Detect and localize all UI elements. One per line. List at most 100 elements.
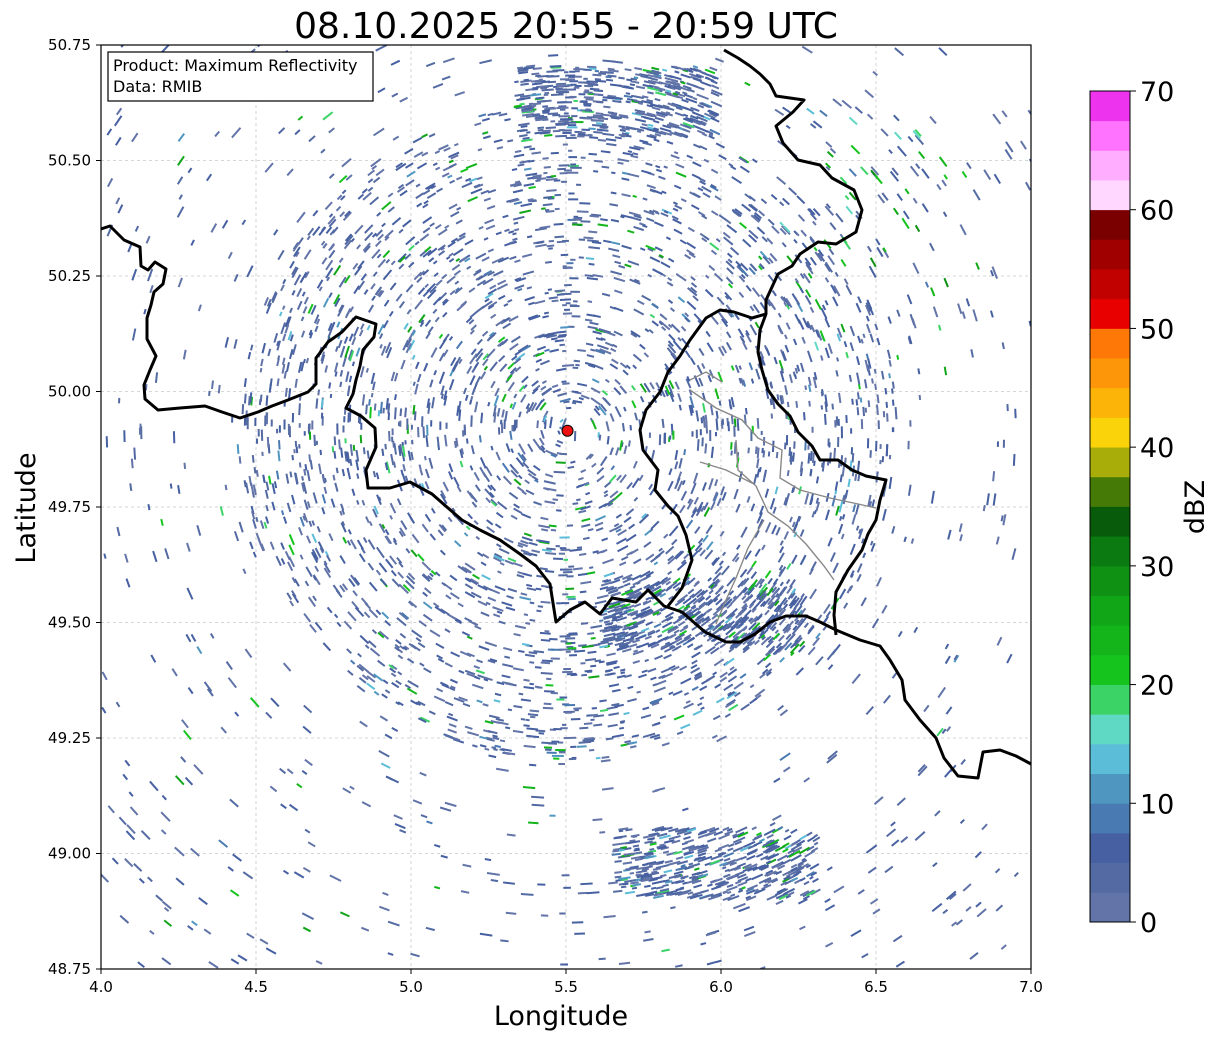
- echo-cell: [759, 351, 765, 359]
- echo-cell: [683, 553, 690, 560]
- echo-cell: [558, 552, 566, 555]
- echo-cell: [579, 726, 589, 730]
- echo-cell: [479, 457, 487, 469]
- echo-cell: [538, 437, 545, 446]
- echo-cell: [427, 247, 438, 257]
- echo-cell: [668, 664, 676, 670]
- echo-cell: [341, 521, 346, 526]
- echo-cell: [501, 674, 511, 679]
- echo-cell: [574, 709, 579, 712]
- echo-cell: [544, 291, 549, 295]
- echo-cell: [673, 228, 683, 235]
- echo-cell: [577, 484, 583, 488]
- echo-cell: [627, 698, 637, 703]
- echo-cell: [296, 300, 303, 311]
- echo-cell: [333, 436, 337, 446]
- echo-cell: [289, 260, 295, 269]
- echo-cell: [441, 524, 448, 532]
- echo-cell: [435, 642, 445, 649]
- echo-cell: [585, 91, 593, 94]
- echo-cell: [419, 233, 430, 242]
- echo-cell: [329, 321, 336, 332]
- echo-cell: [809, 212, 818, 221]
- echo-cell: [391, 436, 394, 443]
- echo-cell: [856, 460, 861, 473]
- echo-cell: [339, 370, 344, 377]
- echo-cell: [473, 471, 480, 482]
- echo-cell: [327, 215, 336, 225]
- echo-cell: [575, 66, 580, 69]
- echo-cell: [265, 504, 269, 512]
- echo-cell: [683, 691, 690, 696]
- echo-cell: [855, 503, 860, 515]
- y-axis-label: Latitude: [11, 452, 42, 563]
- echo-cell: [450, 237, 458, 244]
- echo-cell: [550, 657, 560, 660]
- echo-cell: [321, 494, 327, 504]
- echo-cell: [784, 442, 787, 450]
- echo-cell: [318, 463, 322, 475]
- echo-cell: [553, 222, 564, 226]
- echo-cell: [441, 273, 448, 280]
- echo-cell: [555, 461, 566, 464]
- echo-cell: [749, 324, 758, 336]
- echo-cell: [690, 276, 696, 281]
- echo-cell: [841, 465, 845, 477]
- echo-cell: [764, 521, 772, 533]
- echo-cell: [584, 89, 590, 92]
- echo-cell: [496, 681, 505, 686]
- echo-cell: [417, 700, 426, 707]
- echo-cell: [584, 361, 596, 367]
- echo-cell: [709, 185, 719, 192]
- echo-cell: [713, 597, 719, 603]
- echo-cell: [494, 552, 503, 559]
- echo-cell: [505, 443, 511, 453]
- echo-cell: [690, 204, 700, 211]
- echo-cell: [544, 260, 552, 264]
- echo-cell: [649, 381, 655, 390]
- echo-cell: [497, 341, 504, 348]
- echo-cell: [303, 296, 309, 305]
- echo-cell: [701, 482, 707, 491]
- echo-cell: [761, 668, 769, 675]
- echo-cell: [593, 88, 600, 92]
- echo-cell: [392, 461, 397, 468]
- echo-cell: [778, 564, 784, 571]
- echo-cell: [563, 736, 577, 740]
- echo-cell: [649, 733, 660, 739]
- echo-cell: [481, 256, 490, 262]
- echo-cell: [782, 623, 790, 632]
- echo-cell: [570, 673, 578, 677]
- echo-cell: [781, 351, 787, 362]
- echo-cell: [436, 654, 443, 660]
- echo-cell: [255, 438, 259, 444]
- echo-cell: [667, 556, 677, 565]
- echo-cell: [494, 387, 500, 397]
- echo-cell: [271, 501, 276, 511]
- echo-cell: [376, 494, 382, 505]
- echo-cell: [280, 284, 285, 292]
- echo-cell: [754, 548, 761, 557]
- echo-cell: [803, 412, 806, 421]
- echo-cell: [524, 296, 535, 302]
- echo-cell: [604, 378, 610, 384]
- echo-cell: [734, 208, 743, 215]
- echo-cell: [588, 246, 601, 250]
- echo-cell: [885, 401, 889, 408]
- echo-cell: [477, 674, 484, 679]
- echo-cell: [458, 358, 463, 365]
- echo-cell: [464, 591, 476, 599]
- echo-cell: [580, 394, 590, 400]
- echo-cell: [405, 337, 413, 348]
- echo-cell: [629, 278, 641, 285]
- echo-cell: [442, 311, 448, 318]
- echo-cell: [280, 322, 287, 335]
- echo-cell: [882, 410, 886, 418]
- echo-cell: [740, 703, 750, 711]
- echo-cell: [754, 321, 760, 329]
- echo-cell: [728, 703, 739, 712]
- echo-cell: [451, 263, 461, 271]
- echo-cell: [458, 696, 468, 702]
- echo-cell: [568, 757, 577, 761]
- echo-cell: [288, 544, 295, 556]
